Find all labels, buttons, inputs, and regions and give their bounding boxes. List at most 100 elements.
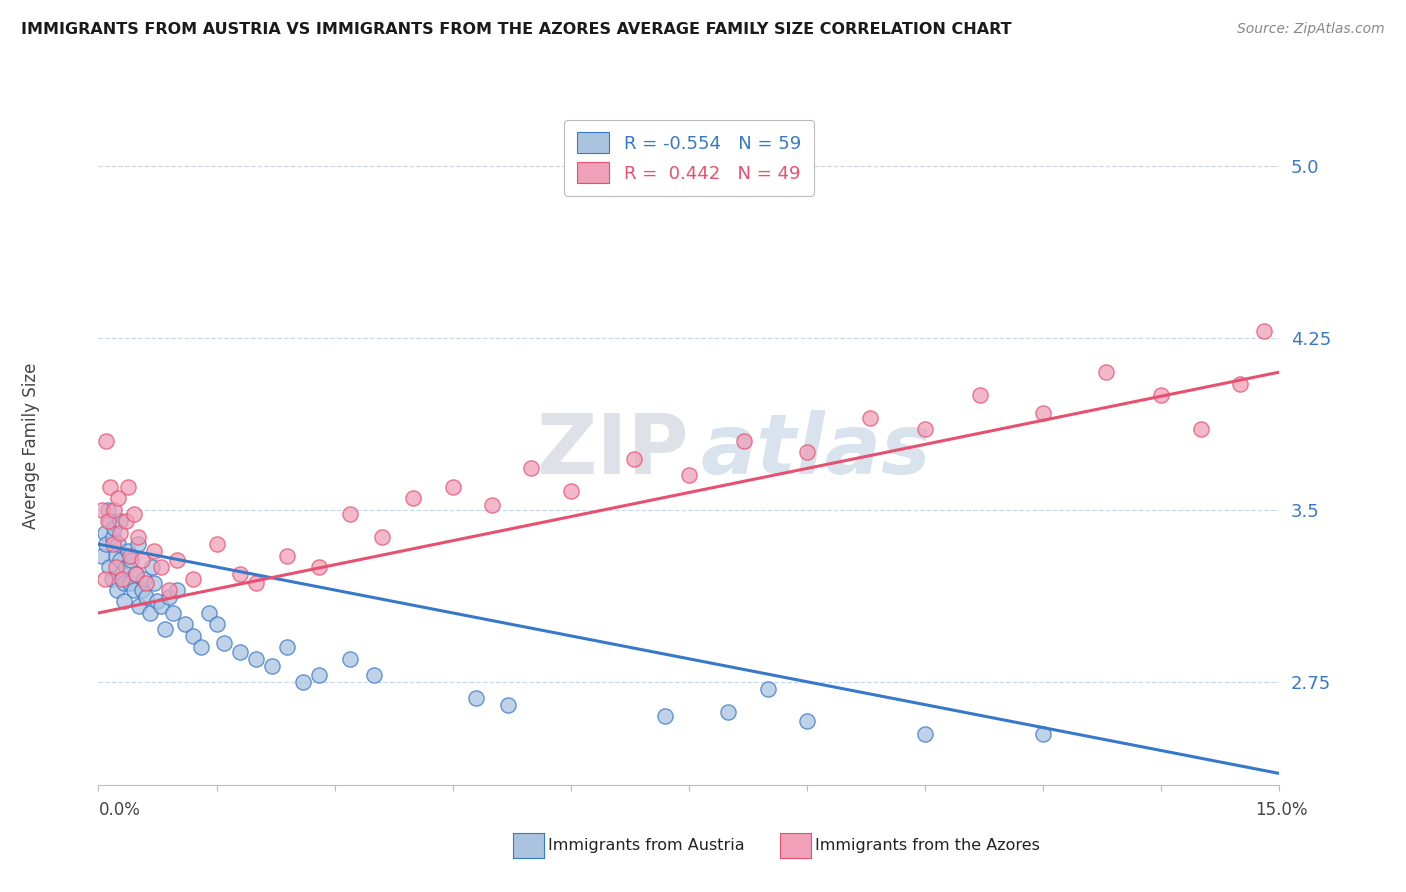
Text: ZIP: ZIP <box>537 410 689 491</box>
Point <box>141 560 163 574</box>
Point <box>914 727 936 741</box>
Point <box>276 640 298 655</box>
Point <box>1032 727 1054 741</box>
Point <box>969 388 991 402</box>
Point <box>101 530 124 544</box>
Point <box>308 560 330 574</box>
Point <box>205 537 228 551</box>
Point <box>402 491 425 506</box>
Text: Average Family Size: Average Family Size <box>22 363 39 529</box>
Point <box>214 636 236 650</box>
Point <box>104 549 127 563</box>
Point <box>1229 376 1251 391</box>
Point <box>190 640 212 655</box>
Point <box>96 434 118 448</box>
Text: 0.0%: 0.0% <box>98 801 141 819</box>
Text: atlas: atlas <box>700 410 931 491</box>
Point <box>339 652 361 666</box>
Point <box>98 480 121 494</box>
Point <box>142 576 165 591</box>
Point <box>121 553 143 567</box>
Point <box>174 617 197 632</box>
Point <box>125 566 148 581</box>
Point <box>197 606 219 620</box>
Point <box>339 508 361 522</box>
Point <box>560 484 582 499</box>
Point <box>150 599 173 613</box>
Text: Immigrants from Austria: Immigrants from Austria <box>548 838 745 853</box>
Point <box>260 658 283 673</box>
Point <box>135 576 157 591</box>
Point <box>127 530 149 544</box>
Point <box>91 549 114 563</box>
Point <box>93 572 115 586</box>
Point <box>122 508 145 522</box>
Point <box>127 537 149 551</box>
Point <box>796 714 818 728</box>
Point <box>115 514 138 528</box>
Point <box>108 553 131 567</box>
Point <box>205 617 228 632</box>
Point <box>103 502 125 516</box>
Point <box>229 645 252 659</box>
Point <box>112 594 135 608</box>
Point <box>441 480 464 494</box>
Point <box>166 553 188 567</box>
Point <box>162 606 184 620</box>
Point <box>93 525 115 540</box>
Point <box>756 681 779 696</box>
Point <box>91 502 114 516</box>
Point <box>181 572 204 586</box>
Point <box>166 582 188 597</box>
Point <box>131 553 153 567</box>
Point <box>96 537 118 551</box>
Point <box>1253 324 1275 338</box>
Point <box>276 549 298 563</box>
Point <box>623 452 645 467</box>
Point <box>117 544 139 558</box>
Point <box>110 525 132 540</box>
Point <box>157 590 180 604</box>
Text: Immigrants from the Azores: Immigrants from the Azores <box>815 838 1040 853</box>
Point <box>97 502 120 516</box>
Legend: R = -0.554   N = 59, R =  0.442   N = 49: R = -0.554 N = 59, R = 0.442 N = 49 <box>564 120 814 195</box>
Point <box>1032 406 1054 420</box>
Point <box>118 549 141 563</box>
Point <box>111 566 134 581</box>
Point <box>678 468 700 483</box>
Point <box>115 560 138 574</box>
Point <box>104 560 127 574</box>
Point <box>308 668 330 682</box>
Text: Source: ZipAtlas.com: Source: ZipAtlas.com <box>1237 22 1385 37</box>
Point <box>245 576 267 591</box>
Point <box>97 514 120 528</box>
Point <box>520 461 543 475</box>
Point <box>733 434 755 448</box>
Point <box>292 674 315 689</box>
Point <box>101 572 124 586</box>
Point <box>229 566 252 581</box>
Point <box>135 590 157 604</box>
Point <box>112 576 135 591</box>
Point <box>125 566 148 581</box>
Point <box>481 498 503 512</box>
Point <box>859 411 882 425</box>
Point <box>103 521 125 535</box>
Point <box>181 629 204 643</box>
Point <box>363 668 385 682</box>
Point <box>101 537 124 551</box>
Point <box>98 514 121 528</box>
Point <box>146 594 169 608</box>
Point <box>117 480 139 494</box>
Point <box>132 572 155 586</box>
Point <box>155 622 177 636</box>
Point <box>128 599 150 613</box>
Point <box>118 576 141 591</box>
Point <box>138 606 160 620</box>
Point <box>371 530 394 544</box>
Point <box>157 582 180 597</box>
Point <box>1095 365 1118 379</box>
Text: IMMIGRANTS FROM AUSTRIA VS IMMIGRANTS FROM THE AZORES AVERAGE FAMILY SIZE CORREL: IMMIGRANTS FROM AUSTRIA VS IMMIGRANTS FR… <box>21 22 1012 37</box>
Point <box>1189 422 1212 436</box>
Point <box>496 698 519 712</box>
